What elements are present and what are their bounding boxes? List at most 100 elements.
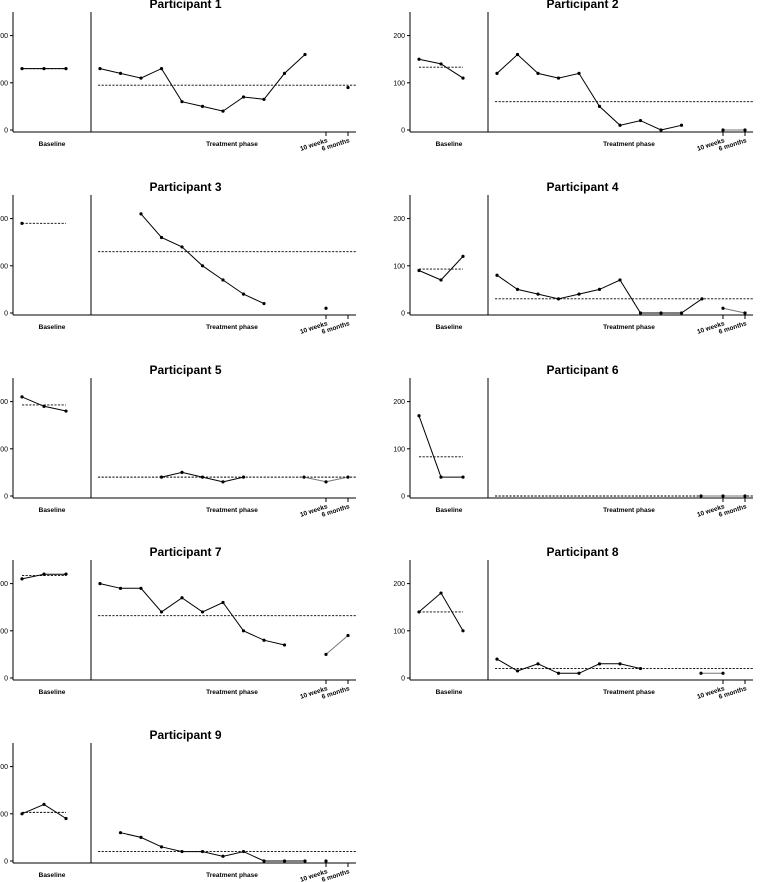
data-point xyxy=(461,76,465,80)
data-point xyxy=(324,652,328,657)
baseline-label: Baseline xyxy=(39,872,66,879)
y-tick-label: 0 xyxy=(401,311,405,318)
data-point xyxy=(417,268,421,273)
y-tick-label: 0 xyxy=(4,494,8,501)
panel-participant-9: Participant 9 0 100 200 Baseline Treatment ph… xyxy=(0,728,356,882)
data-point xyxy=(180,596,184,600)
data-point xyxy=(577,292,581,296)
panel-participant-3: Participant 3 0 100 200 Baseline Treatment ph… xyxy=(0,180,356,336)
data-point xyxy=(139,835,143,840)
data-point xyxy=(597,662,602,666)
treatment-label: Treatment phase xyxy=(206,689,258,696)
data-point xyxy=(221,854,225,858)
baseline-series xyxy=(418,58,464,79)
baseline-label: Baseline xyxy=(39,689,66,696)
baseline-series xyxy=(21,803,67,819)
data-point xyxy=(118,71,123,75)
baseline-label: Baseline xyxy=(436,507,463,514)
data-point xyxy=(139,586,143,590)
data-point xyxy=(324,306,328,310)
y-tick-label: 200 xyxy=(0,33,8,40)
treatment-series xyxy=(496,658,641,674)
data-point xyxy=(439,591,443,595)
data-point xyxy=(98,67,102,71)
treatment-series xyxy=(496,53,682,131)
data-point xyxy=(577,71,581,75)
data-point xyxy=(439,278,443,282)
panel-title: Participant 5 xyxy=(149,363,221,377)
y-tick-label: 200 xyxy=(0,581,8,588)
panel-title: Participant 6 xyxy=(546,363,618,377)
followup-series xyxy=(722,307,746,314)
data-point xyxy=(221,480,225,484)
data-point xyxy=(180,470,184,474)
baseline-series xyxy=(418,256,464,281)
data-point xyxy=(638,311,643,315)
data-point xyxy=(262,638,266,642)
treatment-label: Treatment phase xyxy=(206,324,258,331)
treatment-series xyxy=(120,832,305,862)
data-point xyxy=(743,311,747,315)
y-tick-label: 200 xyxy=(0,764,8,771)
treatment-label: Treatment phase xyxy=(603,324,655,331)
data-point xyxy=(597,104,602,108)
data-point xyxy=(221,109,225,113)
data-point xyxy=(721,671,725,675)
data-point xyxy=(118,831,123,835)
treatment-label: Treatment phase xyxy=(206,872,258,879)
data-point xyxy=(495,273,499,277)
data-point xyxy=(417,414,421,418)
y-tick-label: 0 xyxy=(4,859,8,866)
data-point xyxy=(303,859,307,863)
data-point xyxy=(262,301,266,306)
data-point xyxy=(346,475,350,479)
data-point xyxy=(282,71,287,75)
data-point xyxy=(743,494,747,498)
treatment-label: Treatment phase xyxy=(603,689,655,696)
data-point xyxy=(159,475,164,479)
y-tick-label: 100 xyxy=(0,446,8,453)
data-point xyxy=(241,95,246,99)
data-point xyxy=(139,76,143,80)
data-point xyxy=(659,311,663,315)
y-tick-label: 100 xyxy=(393,80,405,87)
data-point xyxy=(241,292,246,296)
panel-title: Participant 2 xyxy=(546,0,618,11)
panel-title: Participant 1 xyxy=(149,0,221,11)
treatment-series xyxy=(496,274,703,314)
data-point xyxy=(495,71,499,75)
data-point xyxy=(659,128,663,132)
data-point xyxy=(20,395,24,399)
panel-title: Participant 4 xyxy=(546,180,618,194)
data-point xyxy=(346,85,350,90)
y-tick-label: 100 xyxy=(0,811,8,818)
data-point xyxy=(200,610,205,614)
data-point xyxy=(556,297,561,301)
baseline-label: Baseline xyxy=(39,324,66,331)
y-tick-label: 0 xyxy=(4,676,8,683)
data-point xyxy=(200,264,205,268)
data-point xyxy=(346,633,350,638)
y-tick-label: 0 xyxy=(4,311,8,318)
treatment-label: Treatment phase xyxy=(206,507,258,514)
data-point xyxy=(221,600,225,605)
data-point xyxy=(536,71,540,75)
data-point xyxy=(42,572,46,576)
data-point xyxy=(282,859,287,863)
followup-series xyxy=(325,635,349,655)
data-point xyxy=(200,104,205,108)
data-point xyxy=(417,57,421,61)
panel-title: Participant 3 xyxy=(149,180,221,194)
data-point xyxy=(638,118,643,123)
data-point xyxy=(159,67,164,71)
data-point xyxy=(618,278,622,282)
data-point xyxy=(721,306,725,310)
data-point xyxy=(515,669,520,673)
treatment-series xyxy=(99,54,306,112)
panel-participant-1: Participant 1 0 100 200 Baseline Treatment ph… xyxy=(0,0,356,153)
y-tick-label: 0 xyxy=(401,676,405,683)
data-point xyxy=(461,254,465,258)
y-tick-label: 200 xyxy=(0,399,8,406)
baseline-label: Baseline xyxy=(436,141,463,148)
panel-participant-6: Participant 6 0 100 200 Baseline Treatment ph… xyxy=(393,363,753,519)
